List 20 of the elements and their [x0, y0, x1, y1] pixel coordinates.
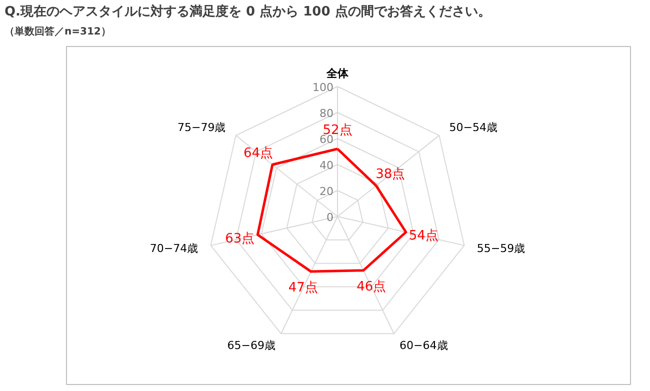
- chart-title: Q.現在のヘアスタイルに対する満足度を 0 点から 100 点の間でお答えください。: [4, 4, 491, 20]
- spoke-label: 55−59歳: [476, 242, 526, 255]
- data-label: 63点: [225, 231, 255, 246]
- y-tick-label: 20: [320, 185, 334, 198]
- y-tick-label: 80: [320, 107, 334, 120]
- y-tick-label: 0: [326, 211, 334, 224]
- y-tick-label: 40: [320, 159, 334, 172]
- spoke-label: 70−74歳: [150, 242, 198, 255]
- data-label: 46点: [356, 279, 386, 294]
- data-label: 64点: [243, 146, 273, 161]
- spoke-label: 全体: [326, 67, 350, 80]
- data-label: 47点: [288, 280, 318, 296]
- data-label: 54点: [408, 228, 438, 244]
- y-tick-label: 100: [312, 81, 334, 94]
- spoke-label: 65−69歳: [227, 338, 276, 352]
- text: （単数回答／n=312）: [4, 26, 111, 38]
- spoke-label: 60−64歳: [400, 338, 448, 352]
- spoke-label: 50−54歳: [449, 120, 498, 134]
- spoke-label: 75−79歳: [177, 120, 226, 134]
- data-label: 38点: [376, 166, 406, 182]
